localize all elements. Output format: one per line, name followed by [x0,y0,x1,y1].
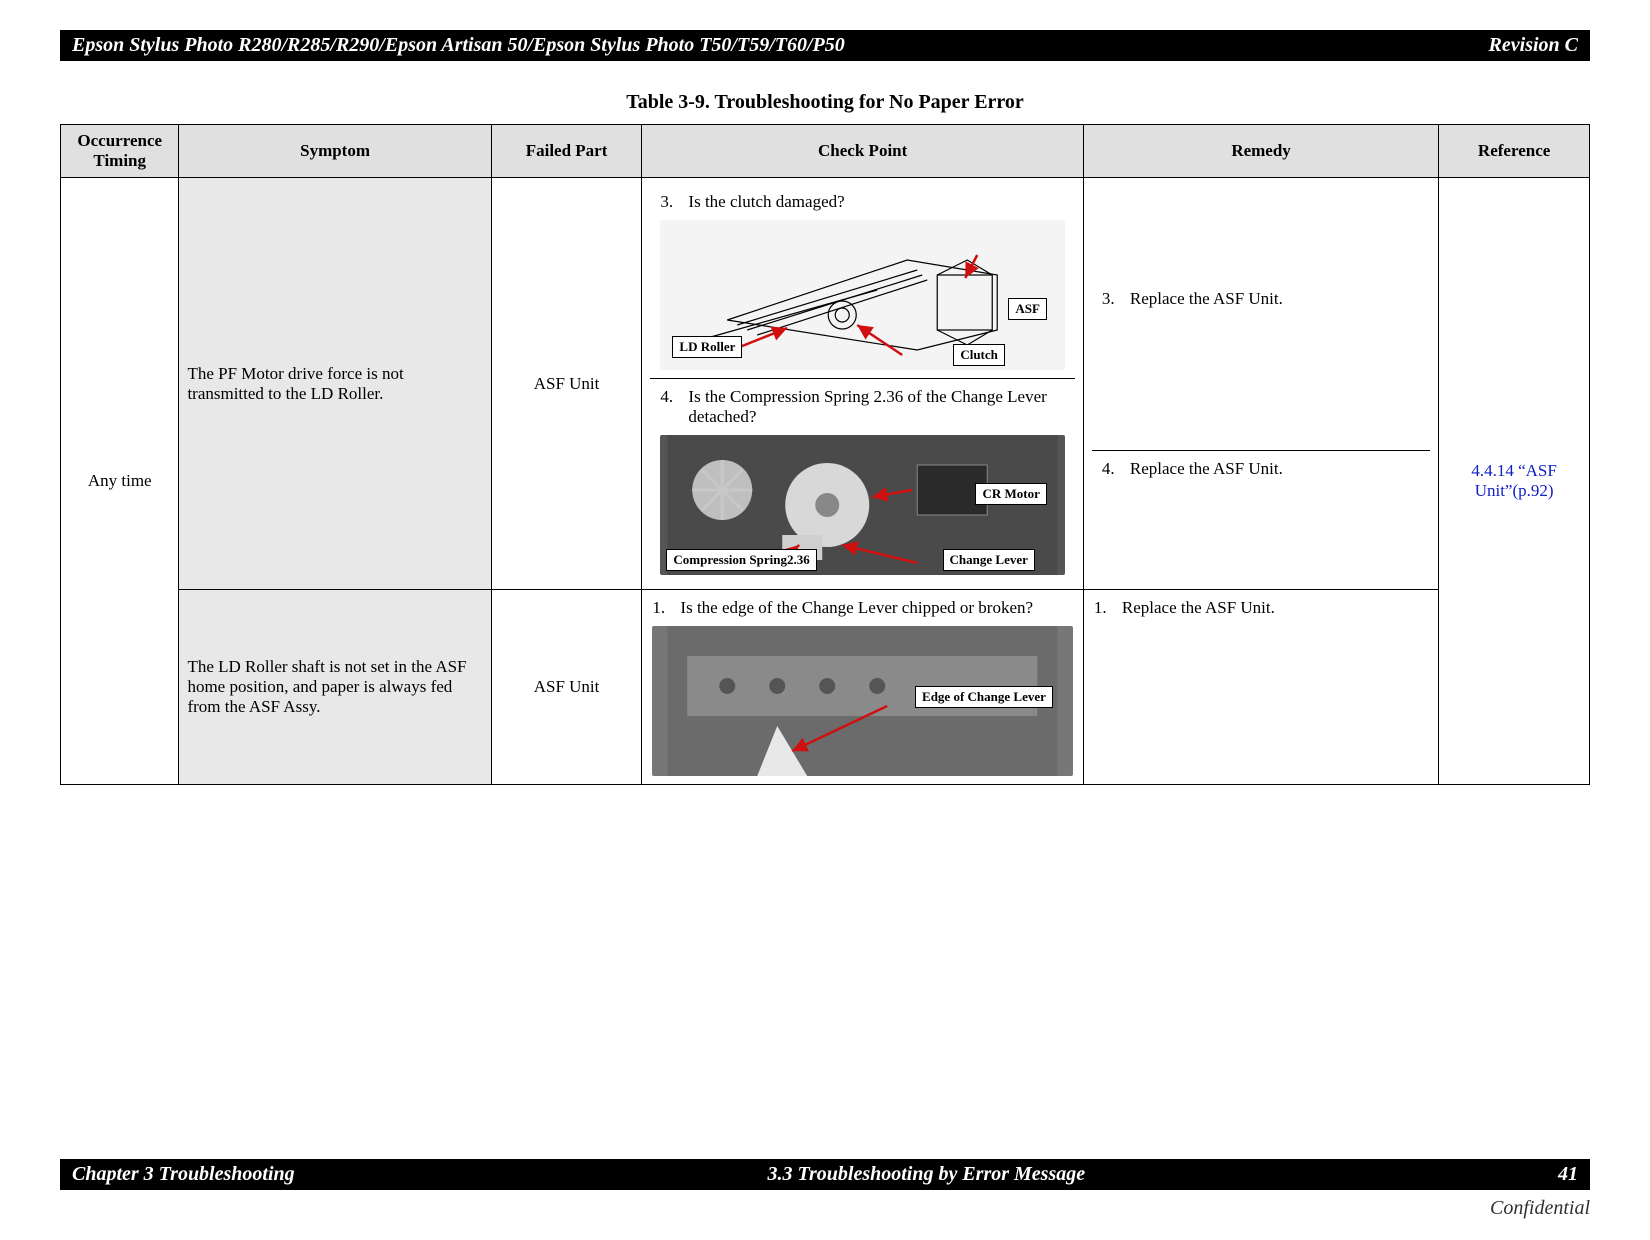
label-ld-roller: LD Roller [672,336,742,358]
check1-1-num: 1. [652,598,670,618]
check0-2-text: Is the Compression Spring 2.36 of the Ch… [688,387,1064,427]
cell-check-1: 1. Is the edge of the Change Lever chipp… [642,590,1083,785]
label-edge-change-lever: Edge of Change Lever [915,686,1053,708]
remedy0-1-text: Replace the ASF Unit. [1130,289,1283,309]
remedy0-2-text: Replace the ASF Unit. [1130,459,1283,479]
cell-check-0: 3. Is the clutch damaged? [642,178,1083,590]
th-occurrence: Occurrence Timing [61,125,179,178]
footer-bar: Chapter 3 Troubleshooting 3.3 Troublesho… [60,1159,1590,1190]
th-remedy: Remedy [1083,125,1438,178]
footer-left: Chapter 3 Troubleshooting [72,1163,295,1186]
cell-symptom-1: The LD Roller shaft is not set in the AS… [179,590,491,785]
header-right: Revision C [1489,34,1578,57]
remedy0-1-num: 3. [1102,289,1120,309]
label-cr-motor: CR Motor [975,483,1046,505]
th-reference: Reference [1439,125,1590,178]
figure-edge-lever: Edge of Change Lever [652,626,1072,776]
th-failed: Failed Part [491,125,642,178]
troubleshooting-table: Occurrence Timing Symptom Failed Part Ch… [60,124,1590,785]
check0-1-text: Is the clutch damaged? [688,192,844,212]
th-symptom: Symptom [179,125,491,178]
cell-remedy-1: 1. Replace the ASF Unit. [1083,590,1438,785]
label-spring: Compression Spring2.36 [666,549,816,571]
remedy1-1-text: Replace the ASF Unit. [1122,598,1275,618]
label-change-lever: Change Lever [943,549,1035,571]
footer-center: 3.3 Troubleshooting by Error Message [768,1163,1086,1186]
remedy0-2-num: 4. [1102,459,1120,479]
remedy1-1-num: 1. [1094,598,1112,618]
cell-failed-0: ASF Unit [491,178,642,590]
confidential-label: Confidential [1490,1197,1590,1220]
table-caption: Table 3-9. Troubleshooting for No Paper … [60,91,1590,114]
label-asf: ASF [1008,298,1047,320]
cell-occurrence: Any time [61,178,179,785]
cell-failed-1: ASF Unit [491,590,642,785]
header-left: Epson Stylus Photo R280/R285/R290/Epson … [72,34,845,57]
cell-symptom-0: The PF Motor drive force is not transmit… [179,178,491,590]
check1-1-text: Is the edge of the Change Lever chipped … [680,598,1033,618]
check0-2-num: 4. [660,387,678,407]
header-bar: Epson Stylus Photo R280/R285/R290/Epson … [60,30,1590,61]
label-clutch: Clutch [953,344,1005,366]
th-check: Check Point [642,125,1083,178]
cell-reference[interactable]: 4.4.14 “ASF Unit”(p.92) [1439,178,1590,785]
footer-right: 41 [1558,1163,1578,1186]
check0-1-num: 3. [660,192,678,212]
figure-spring: Compression Spring2.36 CR Motor Change L… [660,435,1064,575]
cell-remedy-0: 3. Replace the ASF Unit. 4. Replace the … [1083,178,1438,590]
figure-clutch: LD Roller ASF Clutch [660,220,1064,370]
